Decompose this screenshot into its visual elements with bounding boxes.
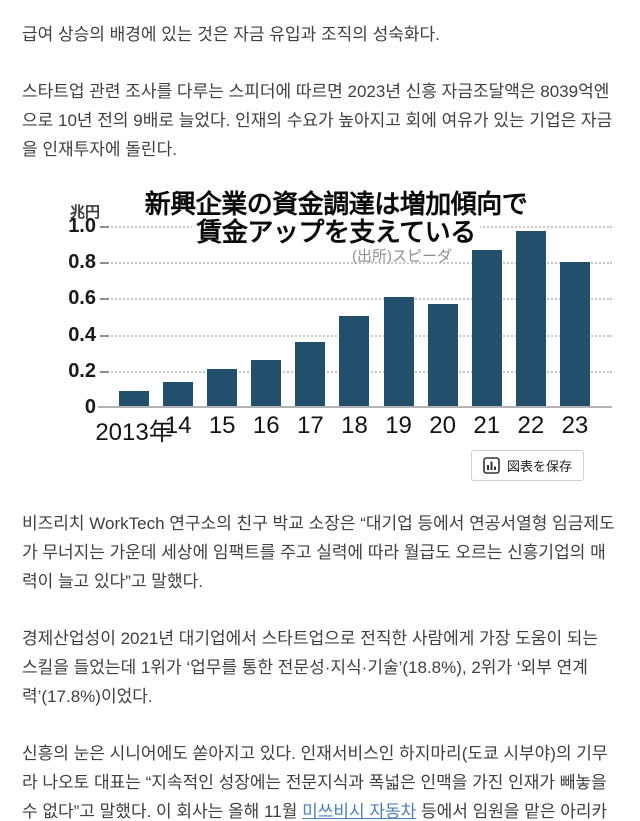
paragraph-5: 신흥의 눈은 시니어에도 쏟아지고 있다. 인재서비스인 하지마리(도쿄 시부야…: [22, 739, 618, 821]
x-tick-label: 19: [385, 412, 412, 439]
x-tick-label: 22: [517, 412, 545, 439]
paragraph-4: 경제산업성이 2021년 대기업에서 스타트업으로 전직한 사람에게 가장 도움…: [22, 629, 599, 706]
x-axis-labels: 2013年 14 15 16 17 18 19 20 21 22 23: [95, 412, 590, 447]
y-tick-label: 0.8: [68, 251, 96, 274]
y-tick-label: 0.2: [68, 359, 96, 382]
y-tick-label: 0: [84, 396, 96, 418]
x-tick-label: 23: [561, 412, 589, 439]
y-tick-label: 1.0: [68, 215, 96, 237]
bar-17: [295, 342, 326, 407]
bar-21: [471, 250, 502, 407]
bar-15: [207, 369, 238, 407]
gridline: [100, 262, 612, 265]
funding-chart: 兆円 新興企業の資金調達は増加傾向で 賃金アップを支えている (出所)スピーダ …: [22, 174, 618, 446]
x-tick-label: 18: [341, 412, 368, 439]
bar-23: [559, 262, 590, 407]
x-axis-line: [98, 406, 612, 408]
chart-title: 新興企業の資金調達は増加傾向で 賃金アップを支えている: [22, 190, 640, 246]
paragraph-1: 급여 상승의 배경에 있는 것은 자금 유입과 조직의 성숙화다.: [22, 25, 440, 44]
bar-19: [383, 297, 414, 407]
save-chart-label: 図表を保存: [506, 459, 572, 474]
save-chart-button[interactable]: 図表を保存: [470, 450, 584, 481]
bars: [119, 226, 590, 407]
paragraph-3: 비즈리치 WorkTech 연구소의 친구 박교 소장은 “대기업 등에서 연공…: [22, 514, 615, 591]
x-tick-label: 21: [473, 412, 501, 439]
bar-chart-icon: [483, 457, 500, 474]
bar-18: [339, 316, 370, 407]
y-tick-label: 0.6: [68, 287, 96, 310]
paragraph-5-text: 신흥의 눈은 시니어에도 쏟아지고 있다. 인재서비스인 하지마리(도쿄 시부야…: [22, 744, 608, 821]
chart-source: (出所)スピーダ: [352, 248, 452, 265]
x-tick-label: 14: [164, 412, 192, 439]
mitsubishi-motors-link[interactable]: 미쓰비시 자동차: [302, 802, 417, 821]
x-tick-label: 2013年: [95, 419, 173, 446]
x-tick-label: 16: [252, 412, 280, 439]
bar-20: [427, 304, 458, 407]
bar-22: [515, 231, 546, 407]
x-tick-label: 15: [208, 412, 236, 439]
bar-2013年: [119, 391, 149, 407]
chart-title-line1: 新興企業の資金調達は増加傾向で: [144, 189, 528, 219]
y-axis-unit-label: 兆円: [70, 204, 101, 221]
paragraph-2: 스타트업 관련 조사를 다루는 스피더에 따르면 2023년 신흥 자금조달액은…: [22, 82, 613, 159]
x-tick-label: 17: [297, 412, 324, 439]
funding-chart-figure: 兆円 新興企業の資金調達は増加傾向で 賃金アップを支えている (出所)スピーダ …: [22, 174, 618, 481]
gridline: [100, 298, 612, 301]
x-tick-label: 20: [429, 412, 456, 439]
save-chart-row: 図表を保存: [22, 450, 618, 481]
y-tick-label: 0.4: [68, 323, 96, 346]
chart-title-line2: 賃金アップを支えている: [192, 218, 480, 246]
bar-14: [163, 382, 194, 407]
paragraph-5-text-after: 등에서 임원을 맡은 아리카: [416, 802, 608, 821]
bar-16: [251, 360, 282, 407]
